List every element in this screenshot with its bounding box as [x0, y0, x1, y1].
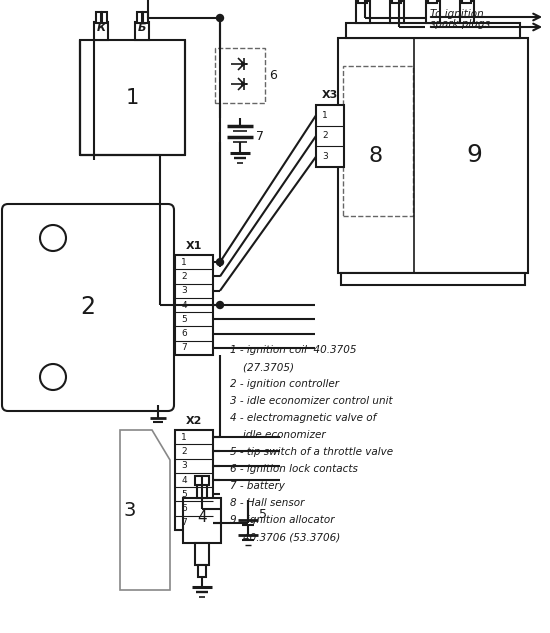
Bar	[175, 430, 213, 530]
Text: 2: 2	[181, 447, 187, 456]
Text: 40.3706 (53.3706): 40.3706 (53.3706)	[230, 532, 340, 542]
Text: 2: 2	[80, 296, 96, 320]
Text: 2: 2	[322, 132, 328, 141]
Text: X2: X2	[186, 416, 202, 426]
Bar	[198, 565, 206, 577]
Text: 4: 4	[197, 510, 207, 525]
Text: 5: 5	[259, 508, 267, 522]
Text: (27.3705): (27.3705)	[230, 362, 294, 372]
Bar	[143, 12, 148, 23]
Text: idle economizer: idle economizer	[230, 430, 326, 440]
Bar	[358, 0, 367, 3]
Text: 3 - idle economizer control unit: 3 - idle economizer control unit	[230, 396, 393, 406]
Text: spark plugs: spark plugs	[430, 19, 490, 29]
Text: 3: 3	[322, 152, 328, 161]
Bar	[195, 543, 209, 565]
Text: 4 - electromagnetic valve of: 4 - electromagnetic valve of	[230, 413, 376, 423]
Bar	[428, 0, 437, 3]
Text: 2: 2	[181, 272, 187, 281]
Text: 2 - ignition controller: 2 - ignition controller	[230, 379, 339, 389]
Text: 7: 7	[256, 130, 264, 142]
Text: 9 - ignition allocator: 9 - ignition allocator	[230, 515, 334, 525]
Bar	[346, 23, 520, 38]
Text: X1: X1	[186, 241, 202, 251]
Bar	[80, 40, 185, 155]
Text: 1: 1	[181, 258, 187, 266]
Circle shape	[217, 301, 223, 308]
Text: 6: 6	[181, 329, 187, 338]
Bar	[343, 66, 413, 216]
Text: 3: 3	[124, 501, 136, 520]
Bar	[197, 484, 207, 498]
Text: 6 - ignition lock contacts: 6 - ignition lock contacts	[230, 464, 358, 474]
Text: To ignition: To ignition	[430, 9, 484, 19]
Text: 5 - tip switch of a throttle valve: 5 - tip switch of a throttle valve	[230, 447, 393, 457]
Bar	[102, 12, 107, 23]
Text: X3: X3	[322, 90, 338, 100]
Text: 3: 3	[181, 461, 187, 470]
Bar	[338, 38, 528, 273]
Text: 6: 6	[269, 69, 277, 82]
Text: 7: 7	[181, 518, 187, 527]
Bar	[392, 0, 401, 3]
Text: 5: 5	[181, 490, 187, 499]
Circle shape	[217, 259, 223, 266]
Bar	[195, 476, 209, 485]
Text: 8 - Hall sensor: 8 - Hall sensor	[230, 498, 304, 508]
Bar	[356, 1, 370, 23]
Text: 4: 4	[181, 301, 187, 310]
Text: 1 - ignition coil  40.3705: 1 - ignition coil 40.3705	[230, 345, 356, 355]
Text: 1: 1	[322, 111, 328, 120]
Text: 8: 8	[369, 146, 383, 165]
Bar	[215, 48, 265, 103]
Circle shape	[217, 15, 223, 22]
Bar	[390, 1, 404, 23]
Bar	[316, 105, 344, 167]
Bar	[135, 22, 149, 40]
Text: 1: 1	[181, 432, 187, 442]
Text: Б: Б	[138, 23, 146, 33]
FancyBboxPatch shape	[2, 204, 174, 411]
Bar	[183, 498, 221, 543]
Text: 5: 5	[181, 315, 187, 324]
Bar	[94, 22, 108, 40]
Polygon shape	[120, 430, 170, 590]
Text: 7 - battery: 7 - battery	[230, 481, 285, 491]
Text: 3: 3	[181, 286, 187, 295]
Bar	[341, 273, 525, 285]
Text: 9: 9	[467, 144, 483, 168]
Text: 6: 6	[181, 504, 187, 513]
Text: 1: 1	[126, 87, 139, 108]
Bar	[426, 1, 440, 23]
Text: 4: 4	[181, 475, 187, 484]
Bar	[96, 12, 101, 23]
Text: К: К	[96, 23, 106, 33]
Bar	[137, 12, 142, 23]
Bar	[175, 255, 213, 355]
Bar	[460, 1, 474, 23]
Bar	[462, 0, 471, 3]
Text: 7: 7	[181, 343, 187, 353]
